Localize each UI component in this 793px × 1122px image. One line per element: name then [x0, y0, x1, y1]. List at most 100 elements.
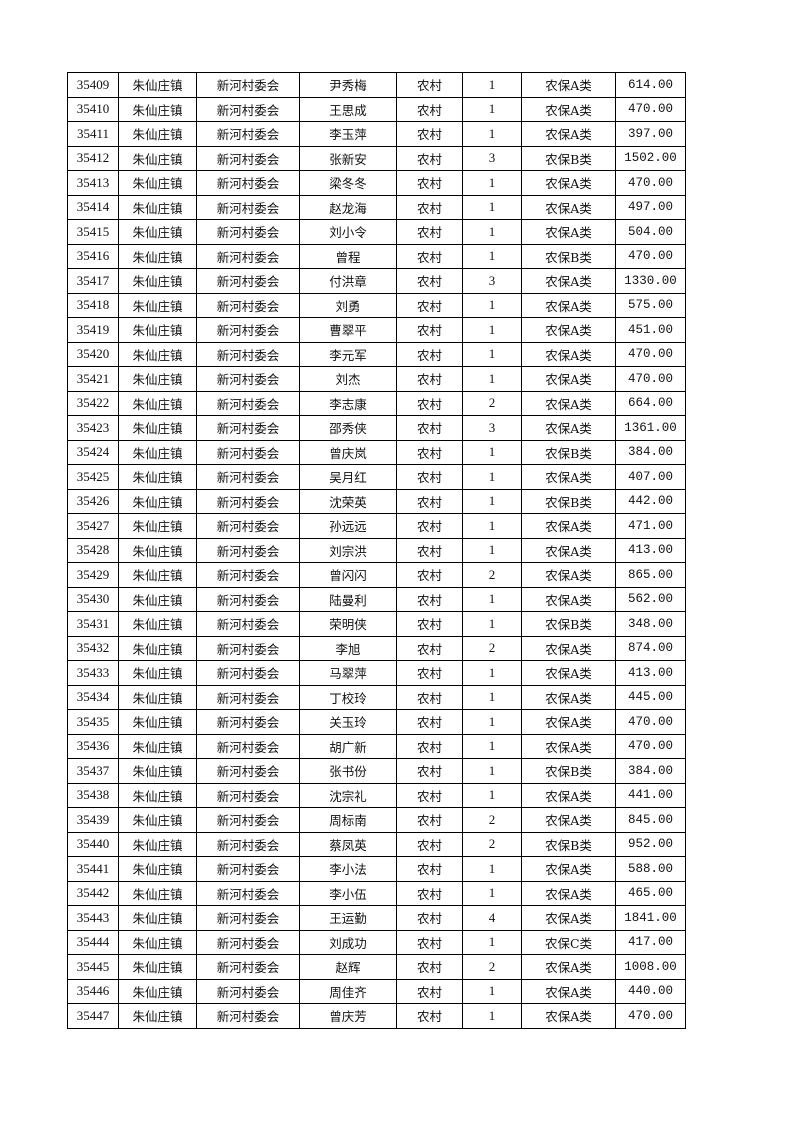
cell-category: 农保A类: [521, 807, 616, 833]
cell-town: 朱仙庄镇: [118, 439, 197, 465]
cell-town: 朱仙庄镇: [118, 513, 197, 539]
cell-amount: 865.00: [615, 562, 686, 588]
table-row: 35439 朱仙庄镇 新河村委会 周标南 农村 2 农保A类 845.00: [67, 807, 686, 833]
cell-name: 曾闪闪: [299, 562, 397, 588]
cell-count: 1: [462, 121, 522, 147]
table-row: 35431 朱仙庄镇 新河村委会 荣明侠 农村 1 农保B类 348.00: [67, 611, 686, 637]
cell-area: 农村: [396, 880, 463, 906]
cell-category: 农保B类: [521, 831, 616, 857]
cell-count: 1: [462, 929, 522, 955]
cell-area: 农村: [396, 635, 463, 661]
cell-name: 曾程: [299, 243, 397, 269]
cell-town: 朱仙庄镇: [118, 856, 197, 882]
cell-name: 梁冬冬: [299, 170, 397, 196]
cell-amount: 1361.00: [615, 415, 686, 441]
table-row: 35425 朱仙庄镇 新河村委会 吴月红 农村 1 农保A类 407.00: [67, 464, 686, 490]
cell-id: 35447: [67, 1003, 119, 1029]
cell-count: 1: [462, 341, 522, 367]
cell-count: 1: [462, 219, 522, 245]
cell-id: 35439: [67, 807, 119, 833]
cell-category: 农保A类: [521, 415, 616, 441]
cell-area: 农村: [396, 390, 463, 416]
table-row: 35429 朱仙庄镇 新河村委会 曾闪闪 农村 2 农保A类 865.00: [67, 562, 686, 588]
cell-category: 农保A类: [521, 709, 616, 735]
cell-count: 1: [462, 684, 522, 710]
cell-name: 荣明侠: [299, 611, 397, 637]
cell-name: 曹翠平: [299, 317, 397, 343]
cell-count: 1: [462, 513, 522, 539]
cell-name: 马翠萍: [299, 660, 397, 686]
cell-town: 朱仙庄镇: [118, 464, 197, 490]
cell-area: 农村: [396, 1003, 463, 1029]
table-row: 35445 朱仙庄镇 新河村委会 赵辉 农村 2 农保A类 1008.00: [67, 954, 686, 980]
cell-village: 新河村委会: [196, 831, 300, 857]
cell-category: 农保A类: [521, 341, 616, 367]
cell-name: 赵辉: [299, 954, 397, 980]
cell-category: 农保A类: [521, 121, 616, 147]
cell-category: 农保A类: [521, 856, 616, 882]
cell-category: 农保B类: [521, 145, 616, 171]
cell-village: 新河村委会: [196, 170, 300, 196]
cell-category: 农保B类: [521, 243, 616, 269]
cell-area: 农村: [396, 586, 463, 612]
cell-area: 农村: [396, 121, 463, 147]
cell-id: 35438: [67, 782, 119, 808]
cell-count: 2: [462, 390, 522, 416]
cell-amount: 413.00: [615, 537, 686, 563]
cell-town: 朱仙庄镇: [118, 292, 197, 318]
cell-village: 新河村委会: [196, 219, 300, 245]
cell-category: 农保A类: [521, 880, 616, 906]
cell-area: 农村: [396, 317, 463, 343]
cell-category: 农保A类: [521, 660, 616, 686]
cell-town: 朱仙庄镇: [118, 954, 197, 980]
cell-category: 农保A类: [521, 170, 616, 196]
cell-amount: 1502.00: [615, 145, 686, 171]
cell-town: 朱仙庄镇: [118, 562, 197, 588]
cell-town: 朱仙庄镇: [118, 366, 197, 392]
cell-village: 新河村委会: [196, 415, 300, 441]
cell-amount: 575.00: [615, 292, 686, 318]
cell-count: 3: [462, 415, 522, 441]
cell-area: 农村: [396, 243, 463, 269]
data-table: 35409 朱仙庄镇 新河村委会 尹秀梅 农村 1 农保A类 614.00 35410 朱仙庄镇新…: [67, 72, 686, 1029]
cell-name: 沈荣英: [299, 488, 397, 514]
cell-category: 农保B类: [521, 758, 616, 784]
cell-name: 刘杰: [299, 366, 397, 392]
cell-count: 1: [462, 733, 522, 759]
cell-name: 李元军: [299, 341, 397, 367]
cell-village: 新河村委会: [196, 635, 300, 661]
cell-id: 35420: [67, 341, 119, 367]
cell-area: 农村: [396, 978, 463, 1004]
cell-area: 农村: [396, 366, 463, 392]
cell-id: 35424: [67, 439, 119, 465]
cell-town: 朱仙庄镇: [118, 243, 197, 269]
cell-amount: 470.00: [615, 170, 686, 196]
cell-name: 周佳齐: [299, 978, 397, 1004]
cell-town: 朱仙庄镇: [118, 121, 197, 147]
cell-name: 孙远远: [299, 513, 397, 539]
cell-town: 朱仙庄镇: [118, 905, 197, 931]
cell-area: 农村: [396, 660, 463, 686]
cell-area: 农村: [396, 733, 463, 759]
cell-village: 新河村委会: [196, 733, 300, 759]
cell-id: 35423: [67, 415, 119, 441]
cell-count: 1: [462, 488, 522, 514]
cell-area: 农村: [396, 194, 463, 220]
cell-village: 新河村委会: [196, 464, 300, 490]
cell-name: 刘成功: [299, 929, 397, 955]
cell-id: 35430: [67, 586, 119, 612]
cell-name: 陆曼利: [299, 586, 397, 612]
cell-count: 2: [462, 807, 522, 833]
cell-town: 朱仙庄镇: [118, 758, 197, 784]
cell-area: 农村: [396, 929, 463, 955]
cell-amount: 614.00: [615, 72, 686, 98]
cell-name: 李小伍: [299, 880, 397, 906]
cell-name: 周标南: [299, 807, 397, 833]
cell-town: 朱仙庄镇: [118, 170, 197, 196]
cell-area: 农村: [396, 831, 463, 857]
cell-id: 35412: [67, 145, 119, 171]
cell-count: 1: [462, 660, 522, 686]
table-row: 35423 朱仙庄镇 新河村委会 邵秀侠 农村 3 农保A类 1361.00: [67, 415, 686, 441]
cell-area: 农村: [396, 562, 463, 588]
table-row: 35430 朱仙庄镇 新河村委会 陆曼利 农村 1 农保A类 562.00: [67, 586, 686, 612]
